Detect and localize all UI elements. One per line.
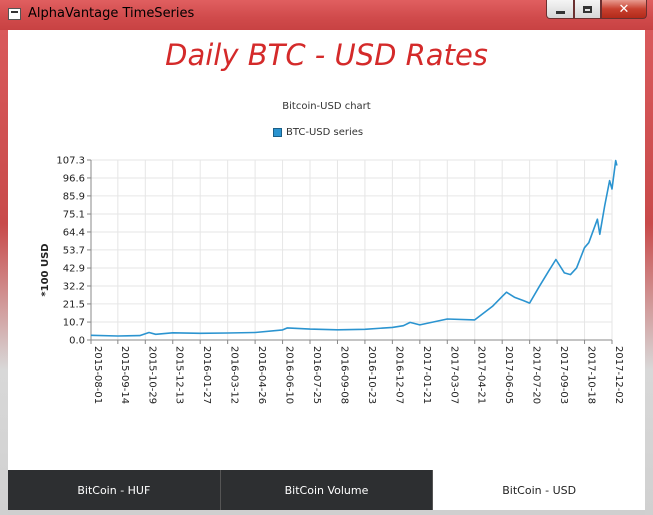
x-tick-label: 2017-03-07 [448, 346, 459, 404]
y-tick-label: 42.9 [63, 264, 85, 275]
maximize-icon [583, 5, 592, 13]
window-controls: ✕ [546, 0, 647, 19]
x-tick-label: 2017-07-20 [531, 346, 542, 404]
client-area: Daily BTC - USD Rates Bitcoin-USD chart … [8, 30, 646, 510]
y-tick-label: 0.0 [69, 336, 85, 347]
window-border-left [0, 30, 8, 515]
series-line-btc-usd [90, 159, 618, 337]
close-button[interactable]: ✕ [601, 0, 647, 19]
y-tick-label: 107.3 [56, 156, 85, 167]
chart-axes [87, 159, 613, 344]
window-title: AlphaVantage TimeSeries [28, 6, 195, 21]
x-tick-label: 2015-12-13 [174, 346, 185, 404]
minimize-button[interactable] [546, 0, 574, 19]
x-tick-label: 2015-08-01 [92, 346, 103, 404]
y-tick-label: 85.9 [63, 191, 85, 202]
y-tick-label: 64.4 [63, 227, 85, 238]
x-axis-ticks: 2015-08-01 2015-09-14 2015-10-29 2015-12-13… [92, 346, 624, 404]
y-tick-label: 21.5 [63, 299, 85, 310]
tab-bar: BitCoin - HUF BitCoin Volume BitCoin - U… [8, 470, 646, 510]
y-axis-label: *100 USD [40, 243, 51, 296]
y-tick-label: 32.2 [63, 281, 85, 292]
x-tick-label: 2017-09-03 [558, 346, 569, 404]
minimize-icon [555, 10, 565, 14]
window-border-right [645, 30, 653, 515]
chart-legend: BTC-USD series [273, 127, 363, 138]
tab-bitcoin-usd[interactable]: BitCoin - USD [433, 470, 646, 510]
chart-title: Bitcoin-USD chart [282, 101, 371, 112]
x-tick-label: 2016-10-23 [366, 346, 377, 404]
tab-label: BitCoin Volume [284, 483, 369, 497]
close-icon: ✕ [618, 1, 630, 17]
x-tick-label: 2016-09-08 [338, 346, 349, 404]
y-tick-label: 96.6 [63, 173, 85, 184]
x-tick-label: 2016-03-12 [229, 346, 240, 404]
tab-label: BitCoin - USD [502, 483, 577, 497]
x-tick-label: 2015-09-14 [119, 346, 130, 404]
legend-label: BTC-USD series [286, 127, 364, 138]
tab-bitcoin-volume[interactable]: BitCoin Volume [220, 470, 434, 510]
x-tick-label: 2016-01-27 [201, 346, 212, 404]
app-icon [8, 8, 21, 20]
title-bar[interactable]: AlphaVantage TimeSeries ✕ [0, 0, 653, 30]
maximize-button[interactable] [574, 0, 601, 19]
page-headline: Daily BTC - USD Rates [165, 38, 488, 72]
x-tick-label: 2015-10-29 [146, 346, 157, 404]
x-tick-label: 2016-06-10 [284, 346, 295, 404]
y-axis-ticks: 0.0 10.7 21.5 32.2 42.9 53.7 64.4 75.1 85.9 96.6 1… [56, 156, 85, 347]
tab-bitcoin-huf[interactable]: BitCoin - HUF [8, 470, 221, 510]
x-tick-label: 2016-04-26 [256, 346, 267, 404]
y-tick-label: 53.7 [63, 245, 85, 256]
line-chart: *100 USD 0.0 10.7 21.5 32.2 42.9 53.7 64.4 75.1… [40, 156, 624, 405]
legend-swatch [273, 128, 282, 137]
x-tick-label: 2017-01-21 [421, 346, 432, 404]
chart-grid [90, 159, 613, 341]
x-tick-label: 2016-12-07 [393, 346, 404, 404]
y-tick-label: 75.1 [63, 210, 85, 221]
x-tick-label: 2017-04-21 [476, 346, 487, 404]
y-tick-label: 10.7 [63, 318, 85, 329]
x-tick-label: 2016-07-25 [311, 346, 322, 404]
x-tick-label: 2017-12-02 [613, 346, 624, 404]
x-tick-label: 2017-06-05 [503, 346, 514, 404]
x-tick-label: 2017-10-18 [586, 346, 597, 404]
tab-label: BitCoin - HUF [77, 483, 151, 497]
